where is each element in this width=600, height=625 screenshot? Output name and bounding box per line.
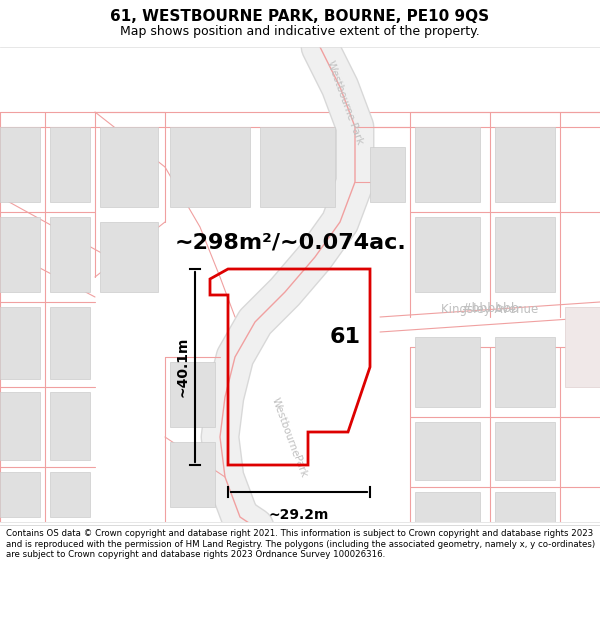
Bar	[495, 422, 555, 480]
Text: 61, WESTBOURNE PARK, BOURNE, PE10 9QS: 61, WESTBOURNE PARK, BOURNE, PE10 9QS	[110, 9, 490, 24]
Bar	[415, 422, 480, 480]
Bar	[565, 307, 600, 387]
Text: Map shows position and indicative extent of the property.: Map shows position and indicative extent…	[120, 24, 480, 38]
Bar	[495, 337, 555, 407]
Bar	[495, 217, 555, 292]
Bar	[170, 442, 215, 507]
Bar	[170, 362, 215, 427]
Bar	[50, 127, 90, 202]
Text: ~298m²/~0.074ac.: ~298m²/~0.074ac.	[175, 232, 407, 252]
Text: ~40.1m: ~40.1m	[176, 337, 190, 398]
Bar	[50, 307, 90, 379]
Text: Kingsley Avenue: Kingsley Avenue	[442, 302, 539, 316]
Bar	[370, 147, 405, 202]
Bar	[0, 392, 40, 460]
Bar	[100, 127, 158, 207]
Bar	[50, 392, 90, 460]
Bar	[0, 127, 40, 202]
Bar	[0, 307, 40, 379]
Text: Westbourne: Westbourne	[269, 396, 301, 458]
Text: #bbbbbb: #bbbbbb	[461, 302, 519, 316]
Bar	[50, 472, 90, 517]
Text: Westbourne Park: Westbourne Park	[325, 59, 365, 145]
Bar	[100, 222, 158, 292]
Text: ~29.2m: ~29.2m	[269, 508, 329, 522]
Bar	[415, 337, 480, 407]
Bar	[260, 127, 335, 207]
Bar	[415, 492, 480, 522]
Bar	[415, 217, 480, 292]
Text: Contains OS data © Crown copyright and database right 2021. This information is : Contains OS data © Crown copyright and d…	[6, 529, 595, 559]
Bar	[170, 127, 250, 207]
Text: 61: 61	[329, 327, 361, 347]
Bar	[50, 217, 90, 292]
Bar	[0, 217, 40, 292]
Bar	[495, 127, 555, 202]
Bar	[415, 127, 480, 202]
Text: Park: Park	[292, 454, 308, 479]
Bar	[0, 472, 40, 517]
Bar	[495, 492, 555, 522]
